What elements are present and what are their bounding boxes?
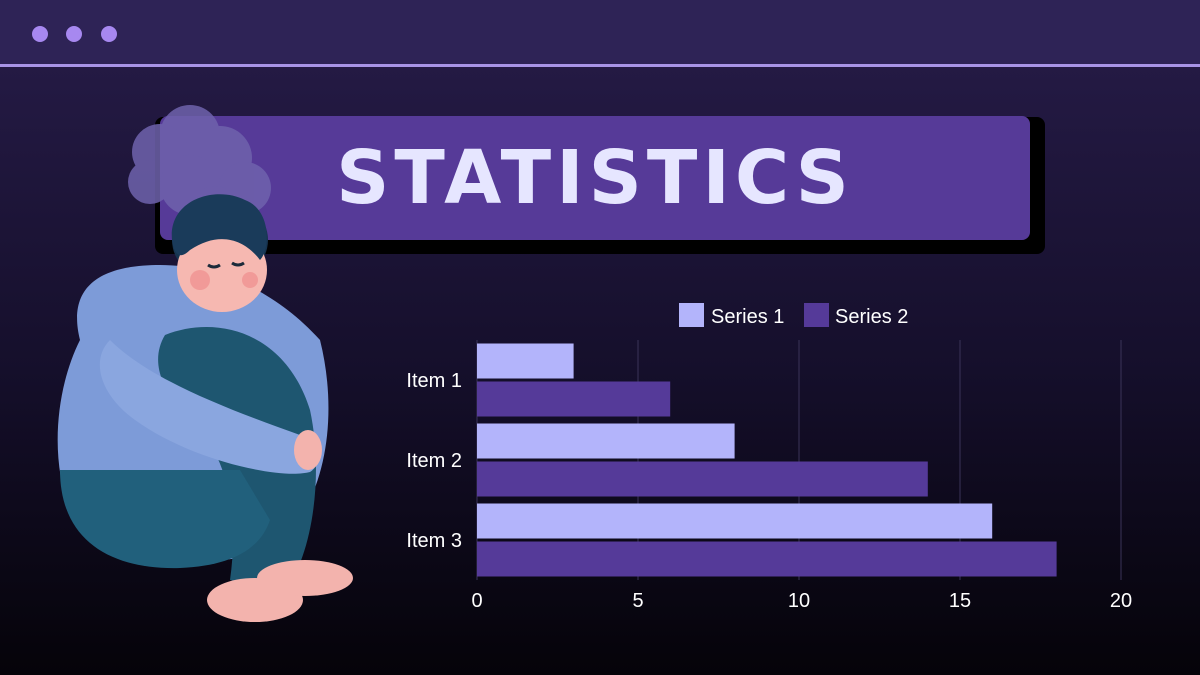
x-axis-tick-labels: 0 5 10 15 20 [471,590,1132,612]
bar-item-1-series-2 [477,381,671,417]
bar-item-2-series-2 [477,461,928,497]
title-box [160,116,1030,240]
category-label-1: Item 1 [406,370,462,392]
x-tick-label-0: 0 [471,590,482,612]
chart-grid [476,340,1122,580]
chart-legend: Series 1 Series 2 [679,303,908,328]
legend-label-series-1: Series 1 [711,306,784,328]
bar-item-3-series-2 [477,541,1057,577]
legend-swatch-series-1 [679,303,704,327]
window-dot-1 [32,26,48,42]
category-labels: Item 1 Item 2 Item 3 [406,370,462,552]
legend-swatch-series-2 [804,303,829,327]
bar-item-3-series-1 [477,503,993,539]
x-tick-label-15: 15 [949,590,971,612]
category-label-3: Item 3 [406,530,462,552]
bar-item-1-series-1 [477,343,574,379]
window-dot-2 [66,26,82,42]
x-tick-label-10: 10 [788,590,810,612]
page-title: STATISTICS [336,135,854,221]
legend-label-series-2: Series 2 [835,306,908,328]
category-label-2: Item 2 [406,450,462,472]
window-top-bar [0,0,1200,64]
chart-bars [477,343,1057,577]
window-dot-3 [101,26,117,42]
x-tick-label-20: 20 [1110,590,1132,612]
bar-item-2-series-1 [477,423,735,459]
sad-person-icon [57,105,353,622]
x-tick-label-5: 5 [632,590,643,612]
top-bar-divider [0,64,1200,67]
